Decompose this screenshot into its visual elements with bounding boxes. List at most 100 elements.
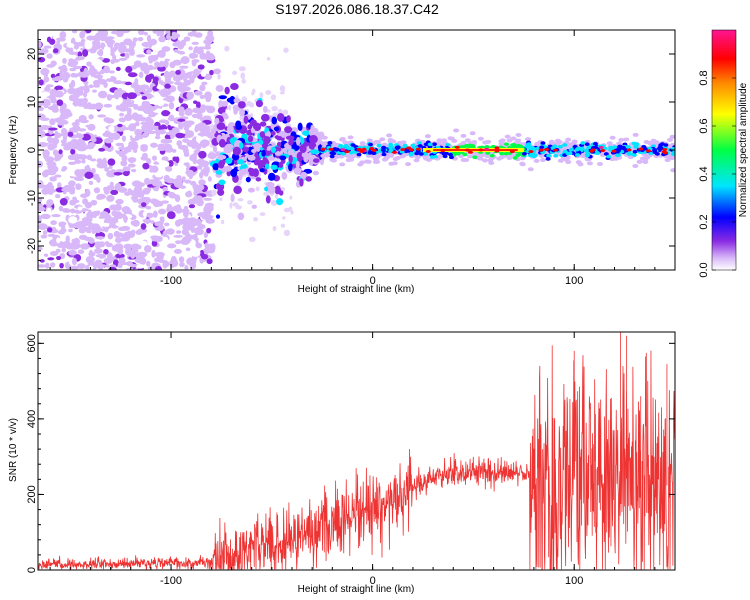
signal-halo: [477, 136, 484, 141]
noise-blob: [93, 187, 101, 194]
transition-blob: [230, 83, 239, 91]
noise-blob: [83, 91, 88, 98]
signal-halo: [618, 137, 625, 142]
signal-core: [516, 143, 522, 148]
transition-blob: [287, 149, 295, 157]
noise-blob: [148, 113, 156, 118]
signal-hotspot: [611, 149, 617, 153]
transition-blob: [251, 204, 258, 209]
noise-blob: [81, 158, 86, 164]
noise-blob: [94, 102, 104, 110]
noise-blob: [165, 230, 173, 235]
transition-blob: [264, 163, 270, 170]
signal-core: [524, 149, 530, 154]
noise-blob: [141, 202, 147, 207]
noise-blob: [90, 137, 97, 143]
noise-blob: [118, 146, 125, 150]
signal-core: [616, 148, 622, 153]
noise-blob: [72, 196, 77, 200]
signal-core: [489, 153, 495, 158]
transition-blob: [259, 167, 265, 173]
noise-blob: [130, 83, 140, 88]
signal-halo: [642, 160, 649, 165]
snr-xtick-label: 0: [370, 575, 376, 587]
transition-blob: [285, 135, 295, 140]
transition-blob: [278, 130, 288, 138]
signal-hotspot: [467, 150, 473, 154]
snr-xtick-label: 100: [565, 575, 583, 587]
noise-blob: [115, 198, 124, 205]
signal-halo: [379, 137, 386, 142]
signal-hotspot: [662, 151, 668, 155]
transition-blob: [274, 151, 282, 156]
noise-blob: [119, 112, 125, 117]
scatter-blob: [228, 104, 232, 111]
signal-hotspot: [454, 145, 460, 149]
noise-blob: [189, 75, 195, 84]
noise-blob: [42, 230, 48, 235]
noise-blob: [85, 216, 90, 222]
signal-core: [620, 145, 626, 150]
transition-blob: [247, 124, 253, 130]
noise-blob: [48, 185, 55, 189]
noise-blob: [165, 33, 172, 41]
transition-blob: [214, 117, 220, 125]
noise-blob: [74, 169, 82, 177]
transition-blob: [226, 136, 232, 146]
noise-blob: [68, 233, 77, 240]
noise-blob: [162, 61, 169, 66]
noise-blob: [104, 167, 110, 172]
noise-blob: [88, 265, 94, 270]
signal-core: [376, 143, 382, 148]
signal-core: [329, 151, 335, 155]
noise-blob: [83, 84, 89, 89]
noise-blob: [150, 51, 159, 56]
transition-blob: [265, 195, 271, 204]
noise-blob: [51, 214, 61, 218]
noise-blob: [40, 213, 51, 220]
signal-halo: [399, 154, 406, 159]
noise-blob: [79, 71, 90, 78]
transition-blob: [251, 148, 257, 153]
scatter-blob: [290, 210, 294, 215]
noise-blob: [86, 154, 93, 161]
noise-blob: [51, 137, 60, 145]
noise-blob: [103, 218, 110, 224]
scatter-blob: [280, 223, 286, 228]
noise-blob: [92, 173, 100, 181]
noise-blob: [137, 30, 145, 36]
noise-blob: [142, 132, 149, 138]
noise-blob: [46, 207, 52, 215]
noise-blob: [121, 206, 131, 214]
noise-blob: [109, 181, 114, 187]
colorbar: 0.0 0.2 0.4 0.6 0.8 Normalized spectral ampl…: [698, 29, 749, 278]
signal-core: [340, 151, 346, 156]
scatter-blob: [241, 78, 246, 84]
signal-hotspot: [400, 148, 406, 152]
noise-blob: [38, 101, 44, 107]
scatter-blob: [263, 191, 270, 196]
transition-blob: [279, 155, 287, 161]
noise-blob: [110, 189, 119, 196]
noise-blob: [57, 230, 66, 235]
signal-halo: [670, 168, 675, 173]
signal-halo: [548, 139, 555, 144]
noise-blob: [119, 41, 126, 49]
noise-blob: [164, 134, 172, 140]
signal-halo: [575, 160, 582, 165]
noise-blob: [131, 247, 139, 254]
noise-blob: [124, 113, 133, 122]
noise-blob: [142, 100, 151, 109]
noise-blob: [161, 109, 170, 117]
noise-blob: [38, 204, 43, 211]
noise-blob: [79, 221, 87, 229]
snr-ytick-label: 600: [26, 334, 38, 352]
signal-hotspot: [478, 148, 484, 152]
noise-blob: [103, 186, 110, 195]
noise-blob: [92, 58, 102, 64]
signal-hotspot: [645, 149, 651, 153]
signal-hotspot: [344, 150, 350, 154]
signal-core: [432, 142, 438, 146]
transition-blob: [235, 124, 243, 130]
signal-halo: [499, 138, 506, 143]
